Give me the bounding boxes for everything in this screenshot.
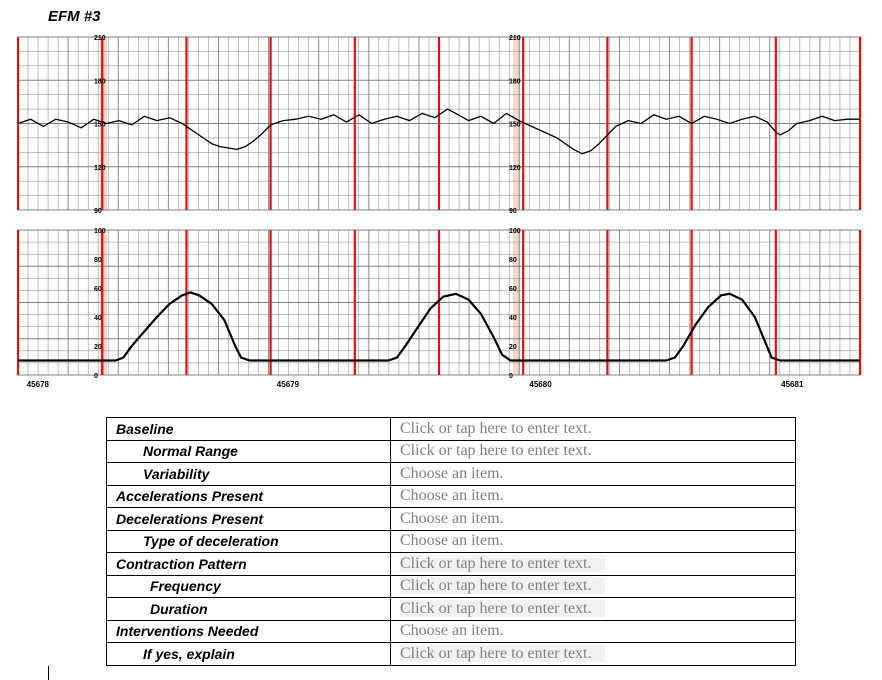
normal-range-placeholder[interactable]: Click or tap here to enter text.: [400, 442, 592, 460]
toco-tick-label: 0: [509, 373, 513, 380]
fhr-tick-label: 210: [94, 35, 106, 42]
variability-dropdown[interactable]: Choose an item.: [390, 462, 796, 486]
duration-label: Duration: [106, 597, 391, 621]
text-cursor: [48, 666, 49, 680]
table-row: Normal Range Click or tap here to enter …: [106, 439, 796, 463]
toco-tick-label: 60: [509, 286, 517, 293]
normal-range-field[interactable]: Click or tap here to enter text.: [390, 439, 796, 463]
frequency-placeholder[interactable]: Click or tap here to enter text.: [400, 577, 606, 595]
deceleration-type-label: Type of deceleration: [106, 529, 391, 553]
baseline-label: Baseline: [106, 417, 391, 441]
toco-tick-label: 0: [94, 373, 98, 380]
toco-tick-label: 20: [509, 344, 517, 351]
decelerations-present-dropdown[interactable]: Choose an item.: [390, 507, 796, 531]
toco-tick-label: 20: [94, 344, 102, 351]
fhr-tick-label: 150: [509, 122, 521, 129]
table-row: Variability Choose an item.: [106, 462, 796, 486]
decelerations-present-label: Decelerations Present: [106, 507, 391, 531]
fhr-tick-label: 120: [94, 165, 106, 172]
table-row: Baseline Click or tap here to enter text…: [106, 417, 796, 441]
fhr-tick-label: 90: [509, 208, 517, 215]
toco-tick-label: 40: [509, 315, 517, 322]
x-tick-label: 45680: [529, 380, 552, 389]
variability-label: Variability: [106, 462, 391, 486]
fhr-tick-label: 180: [509, 78, 521, 85]
toco-tick-label: 60: [94, 286, 102, 293]
frequency-field[interactable]: Click or tap here to enter text.: [390, 574, 796, 598]
table-row: Accelerations Present Choose an item.: [106, 484, 796, 508]
table-row: If yes, explain Click or tap here to ent…: [106, 642, 796, 666]
fhr-tick-label: 180: [94, 78, 106, 85]
baseline-placeholder[interactable]: Click or tap here to enter text.: [400, 419, 592, 437]
toco-tick-label: 80: [509, 257, 517, 264]
table-row: Decelerations Present Choose an item.: [106, 507, 796, 531]
accelerations-present-placeholder[interactable]: Choose an item.: [400, 487, 504, 505]
duration-placeholder[interactable]: Click or tap here to enter text.: [400, 599, 606, 617]
efm-strip: 90 90 120 120 150 150 180 180 210 210 0 0 20 20 40 40 60…: [16, 35, 862, 389]
contraction-pattern-field[interactable]: Click or tap here to enter text.: [390, 552, 796, 576]
interventions-needed-label: Interventions Needed: [106, 619, 391, 643]
x-tick-label: 45681: [781, 380, 804, 389]
if-yes-explain-field[interactable]: Click or tap here to enter text.: [390, 642, 796, 666]
toco-tick-label: 100: [509, 228, 521, 235]
assessment-table: Baseline Click or tap here to enter text…: [106, 417, 796, 666]
x-tick-label: 45679: [277, 380, 300, 389]
decelerations-present-placeholder[interactable]: Choose an item.: [400, 509, 504, 527]
toco-tick-label: 100: [94, 228, 106, 235]
if-yes-explain-placeholder[interactable]: Click or tap here to enter text.: [400, 644, 606, 662]
strip-title: EFM #3: [48, 8, 101, 25]
fhr-tick-label: 120: [509, 165, 521, 172]
interventions-needed-dropdown[interactable]: Choose an item.: [390, 619, 796, 643]
if-yes-explain-label: If yes, explain: [106, 642, 391, 666]
accelerations-present-label: Accelerations Present: [106, 484, 391, 508]
table-row: Interventions Needed Choose an item.: [106, 619, 796, 643]
toco-tick-label: 40: [94, 315, 102, 322]
table-row: Frequency Click or tap here to enter tex…: [106, 574, 796, 598]
table-row: Duration Click or tap here to enter text…: [106, 597, 796, 621]
fhr-tick-label: 210: [509, 35, 521, 42]
fhr-tick-label: 90: [94, 208, 102, 215]
contraction-pattern-label: Contraction Pattern: [106, 552, 391, 576]
variability-placeholder[interactable]: Choose an item.: [400, 464, 504, 482]
baseline-field[interactable]: Click or tap here to enter text.: [390, 417, 796, 441]
duration-field[interactable]: Click or tap here to enter text.: [390, 597, 796, 621]
toco-tick-label: 80: [94, 257, 102, 264]
accelerations-present-dropdown[interactable]: Choose an item.: [390, 484, 796, 508]
table-row: Contraction Pattern Click or tap here to…: [106, 552, 796, 576]
frequency-label: Frequency: [106, 574, 391, 598]
toco-trace: [18, 291, 860, 362]
deceleration-type-dropdown[interactable]: Choose an item.: [390, 529, 796, 553]
contraction-pattern-placeholder[interactable]: Click or tap here to enter text.: [400, 554, 606, 572]
interventions-needed-placeholder[interactable]: Choose an item.: [400, 622, 504, 640]
fhr-trace: [17, 108, 860, 155]
table-row: Type of deceleration Choose an item.: [106, 529, 796, 553]
fhr-tick-label: 150: [94, 122, 106, 129]
normal-range-label: Normal Range: [106, 439, 391, 463]
x-tick-label: 45678: [27, 380, 50, 389]
deceleration-type-placeholder[interactable]: Choose an item.: [400, 532, 504, 550]
